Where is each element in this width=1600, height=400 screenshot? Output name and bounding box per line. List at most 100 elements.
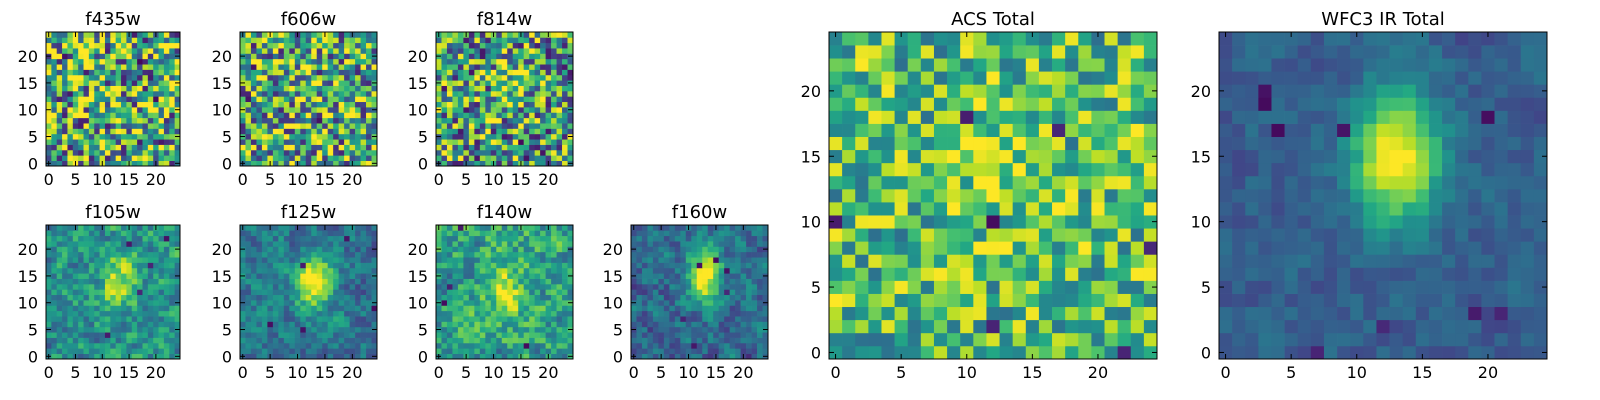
heatmap-cell — [751, 332, 758, 338]
heatmap-cell — [158, 101, 165, 108]
heatmap-cell — [696, 310, 703, 317]
heatmap-cell — [735, 230, 741, 237]
heatmap-cell — [56, 305, 63, 312]
y-tick-label: 10 — [18, 101, 38, 120]
heatmap-cell — [567, 37, 574, 44]
heatmap-cell — [311, 332, 318, 338]
heatmap-cell — [245, 107, 252, 113]
heatmap-cell — [174, 278, 181, 285]
heatmap-cell — [115, 80, 122, 86]
heatmap-cell — [1078, 267, 1092, 281]
heatmap-cell — [567, 90, 574, 97]
heatmap-cell — [652, 337, 659, 344]
heatmap-cell — [131, 128, 138, 135]
heatmap-cell — [250, 112, 257, 119]
heatmap-cell — [556, 235, 563, 242]
heatmap-cell — [545, 101, 552, 108]
heatmap-cell — [468, 96, 475, 103]
heatmap-cell — [115, 326, 122, 333]
heatmap-cell — [121, 123, 127, 129]
heatmap-cell — [289, 80, 296, 86]
heatmap-cell — [137, 300, 143, 306]
heatmap-cell — [88, 246, 95, 253]
heatmap-cell — [551, 337, 557, 344]
heatmap-cell — [441, 294, 448, 301]
heatmap-cell — [371, 117, 378, 124]
heatmap-cell — [142, 90, 149, 97]
heatmap-cell — [366, 310, 372, 317]
heatmap-cell — [523, 278, 530, 285]
heatmap-cell — [169, 80, 175, 86]
heatmap-cell — [163, 112, 170, 119]
heatmap-cell — [355, 235, 361, 242]
heatmap-cell — [278, 96, 285, 103]
heatmap-cell — [441, 112, 448, 119]
heatmap-cell — [349, 310, 356, 317]
heatmap-cell — [300, 225, 307, 231]
heatmap-cell — [349, 74, 356, 81]
heatmap-cell — [518, 112, 525, 119]
heatmap-cell — [441, 283, 448, 290]
heatmap-cell — [67, 53, 74, 60]
heatmap-cell — [680, 278, 687, 285]
heatmap-cell — [250, 300, 257, 306]
heatmap-cell — [534, 128, 541, 135]
heatmap-cell — [457, 273, 464, 279]
heatmap-cell — [641, 278, 648, 285]
heatmap-cell — [366, 32, 372, 38]
heatmap-cell — [94, 101, 100, 108]
heatmap-cell — [757, 289, 763, 296]
heatmap-cell — [562, 300, 568, 306]
heatmap-cell — [999, 254, 1014, 268]
heatmap-cell — [658, 246, 665, 253]
heatmap-cell — [371, 267, 378, 274]
heatmap-cell — [973, 332, 987, 347]
heatmap-cell — [126, 112, 133, 119]
heatmap-cell — [316, 348, 323, 354]
heatmap-cell — [1104, 345, 1118, 360]
heatmap-cell — [1038, 319, 1053, 334]
heatmap-cell — [479, 74, 486, 81]
heatmap-cell — [724, 267, 730, 274]
heatmap-cell — [496, 300, 503, 306]
heatmap-cell — [67, 353, 74, 360]
heatmap-cell — [1117, 306, 1132, 321]
heatmap-cell — [501, 246, 508, 253]
heatmap-cell — [485, 123, 492, 129]
heatmap-cell — [322, 305, 329, 312]
heatmap-cell — [1025, 215, 1040, 229]
heatmap-cell — [333, 117, 339, 124]
heatmap-cell — [540, 74, 546, 81]
heatmap-cell — [960, 345, 974, 360]
heatmap-cell — [316, 117, 323, 124]
heatmap-cell — [468, 155, 475, 161]
heatmap-cell — [131, 144, 138, 151]
heatmap-cell — [300, 257, 307, 263]
heatmap-cell — [685, 305, 692, 312]
heatmap-cell — [88, 289, 95, 296]
heatmap-cell — [512, 251, 519, 258]
heatmap-cell — [333, 139, 339, 145]
heatmap-cell — [147, 128, 154, 135]
heatmap-cell — [78, 294, 84, 301]
heatmap-cell — [250, 80, 257, 86]
heatmap-cell — [556, 144, 563, 151]
heatmap-cell — [355, 139, 361, 145]
heatmap-cell — [110, 144, 117, 151]
heatmap-cell — [446, 283, 453, 290]
heatmap-cell — [163, 48, 170, 54]
heatmap-cell — [1104, 202, 1118, 216]
heatmap-cell — [344, 160, 350, 167]
heatmap-cell — [512, 139, 519, 145]
heatmap-cell — [272, 117, 279, 124]
heatmap-cell — [267, 305, 274, 312]
heatmap-cell — [842, 319, 856, 334]
heatmap-cell — [137, 241, 143, 247]
heatmap-cell — [322, 74, 329, 81]
heatmap-cell — [131, 305, 138, 312]
heatmap-cell — [338, 300, 345, 306]
heatmap-cell — [110, 321, 117, 328]
heatmap-cell — [751, 353, 758, 360]
heatmap-cell — [658, 273, 665, 279]
x-tick-label: 0 — [434, 363, 444, 382]
